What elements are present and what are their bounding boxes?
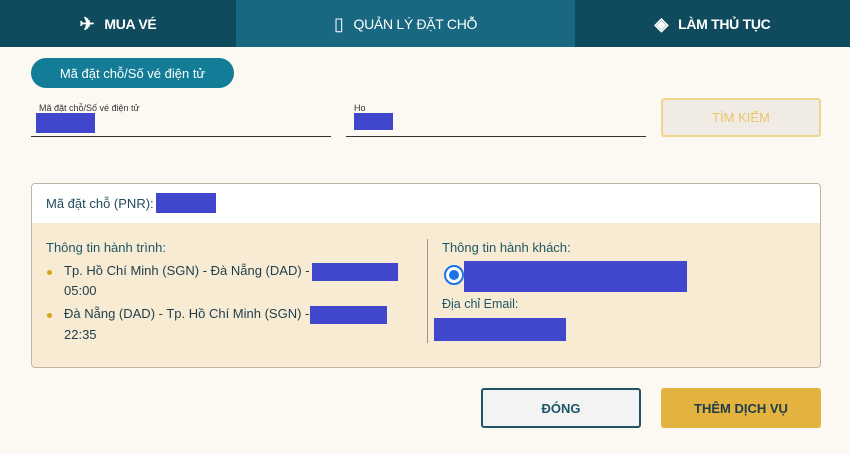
tab-label: LÀM THỦ TỤC [678,15,771,32]
passenger-title: Thông tin hành khách: [442,240,571,255]
email-label: Địa chỉ Email: [442,297,519,311]
tab-manage-booking[interactable]: ▯ QUẢN LÝ ĐẶT CHỖ [236,0,575,47]
itinerary-route: Đà Nẵng (DAD) - Tp. Hồ Chí Minh (SGN) - [64,306,310,321]
redacted-date [312,263,398,281]
search-type-pill[interactable]: Mã đặt chỗ/Số vé điện tử [31,58,234,88]
pnr-header: Mã đặt chỗ (PNR): [32,184,820,223]
search-button[interactable]: TÌM KIẾM [661,98,821,137]
bullet-icon [47,313,52,318]
booking-code-input[interactable]: Mã đặt chỗ/Số vé điện tử [31,103,331,137]
main-tabs: ✈ MUA VÉ ▯ QUẢN LÝ ĐẶT CHỖ ◈ LÀM THỦ TỤC [0,0,850,47]
redacted-value [36,113,95,133]
tab-label: MUA VÉ [104,15,157,32]
booklet-icon: ▯ [333,13,344,34]
itinerary-time: 22:35 [64,327,97,342]
airplane-icon: ✈ [79,13,95,34]
tab-buy-ticket[interactable]: ✈ MUA VÉ [0,0,236,47]
passenger-radio[interactable] [444,265,464,285]
lastname-input[interactable]: Ho [346,103,646,137]
redacted-email [434,318,566,341]
ticket-icon: ◈ [654,13,669,34]
itinerary-time: 05:00 [64,283,97,298]
pnr-label: Mã đặt chỗ (PNR): [46,196,154,211]
divider [427,239,428,343]
itinerary-title: Thông tin hành trình: [46,240,166,255]
lastname-label: Ho [354,103,366,113]
tab-check-in[interactable]: ◈ LÀM THỦ TỤC [575,0,850,47]
redacted-date [310,306,387,324]
booking-panel: Mã đặt chỗ (PNR): Thông tin hành trình: … [31,183,821,368]
redacted-value [354,113,393,130]
itinerary-route: Tp. Hồ Chí Minh (SGN) - Đà Nẵng (DAD) - [64,263,310,278]
redacted-pnr [156,193,216,213]
add-service-button[interactable]: THÊM DỊCH VỤ [661,388,821,428]
booking-code-label: Mã đặt chỗ/Số vé điện tử [39,103,140,113]
close-button[interactable]: ĐÓNG [481,388,641,428]
redacted-passenger-name [464,261,687,292]
bullet-icon [47,270,52,275]
tab-label: QUẢN LÝ ĐẶT CHỖ [353,15,478,32]
